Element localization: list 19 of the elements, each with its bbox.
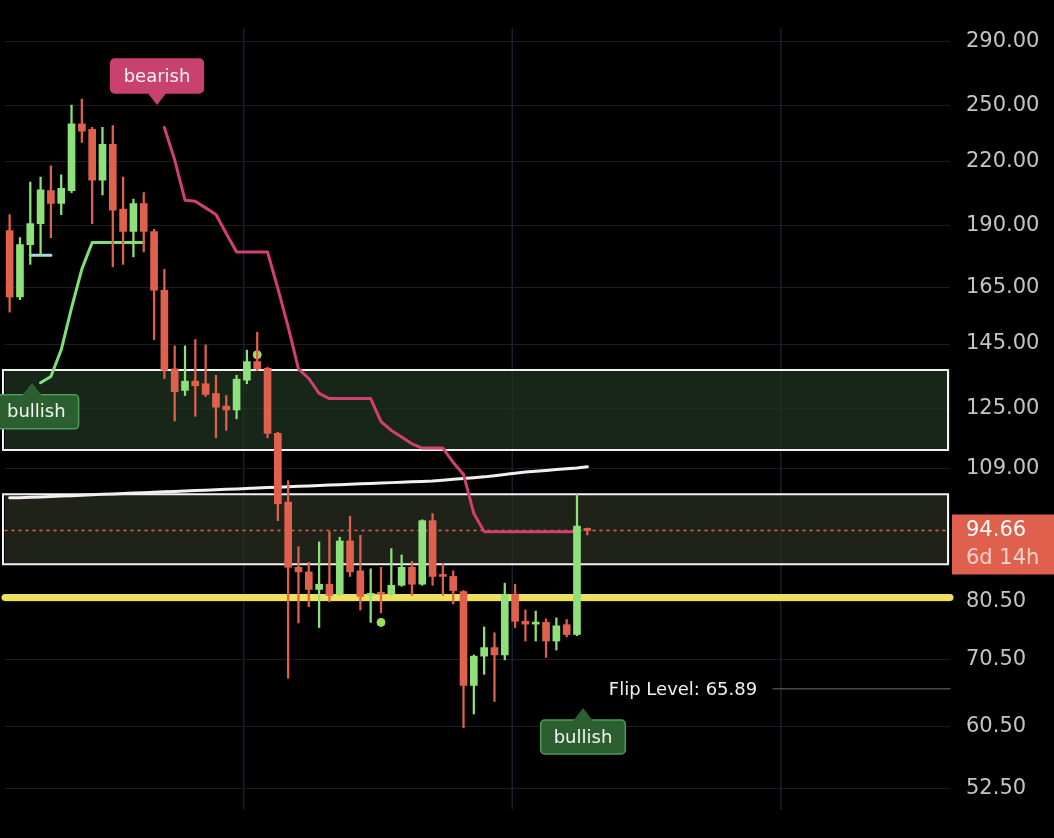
y-tick-label: 190.00	[966, 212, 1040, 237]
ref-line-label: Flip Level: 65.89	[608, 678, 758, 700]
y-tick-label: 145.00	[966, 330, 1040, 355]
y-tick-label: 60.50	[966, 712, 1027, 737]
ref-line-label: 94.66	[966, 516, 1027, 541]
y-tick-label: 220.00	[966, 148, 1040, 173]
y-tick-label: 70.50	[966, 645, 1027, 670]
y-tick-label: 125.00	[966, 395, 1040, 420]
annotation: bearish	[123, 64, 191, 86]
y-tick-label: 250.00	[966, 92, 1040, 117]
candlestick	[490, 632, 499, 702]
y-tick-label: 80.50	[966, 587, 1027, 612]
y-tick-label: 290.00	[966, 27, 1040, 52]
annotation: bullish	[7, 400, 66, 422]
annotation: bullish	[553, 725, 613, 747]
y-tick-label: 109.00	[966, 455, 1040, 480]
text: 6d 14h	[966, 544, 1040, 569]
y-tick-label: 165.00	[966, 274, 1040, 299]
y-tick-label: 52.50	[966, 774, 1027, 799]
